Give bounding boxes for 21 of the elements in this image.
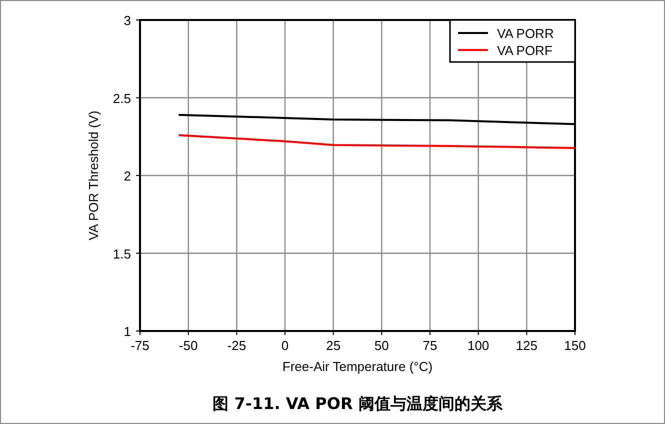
y-tick-label: 3 bbox=[124, 13, 131, 28]
legend-label: VA PORR bbox=[497, 26, 554, 41]
x-tick-label: -75 bbox=[130, 338, 150, 353]
y-axis-title: VA POR Threshold (V) bbox=[86, 110, 101, 240]
x-tick-label: -50 bbox=[178, 338, 198, 353]
text: 图 7-11. VA POR 阈值与温度间的关系 bbox=[212, 394, 504, 413]
x-axis-title: Free-Air Temperature (°C) bbox=[282, 359, 433, 374]
x-tick-label: 75 bbox=[422, 338, 438, 353]
y-tick-label: 2 bbox=[124, 168, 131, 184]
x-tick-label: 150 bbox=[564, 338, 586, 353]
y-tick-label: 2.5 bbox=[112, 90, 131, 106]
x-tick-label: 25 bbox=[326, 338, 341, 353]
legend-label: VA PORF bbox=[497, 43, 552, 58]
x-tick-label: 0 bbox=[281, 338, 289, 353]
x-tick-label: -25 bbox=[227, 338, 246, 353]
y-tick-label: 1.5 bbox=[112, 246, 131, 262]
line-series bbox=[178, 134, 576, 149]
x-tick-label: 125 bbox=[516, 338, 538, 353]
x-tick-label: 50 bbox=[374, 338, 389, 353]
x-tick-label: 100 bbox=[467, 338, 490, 353]
y-tick-label: 1 bbox=[124, 324, 131, 339]
